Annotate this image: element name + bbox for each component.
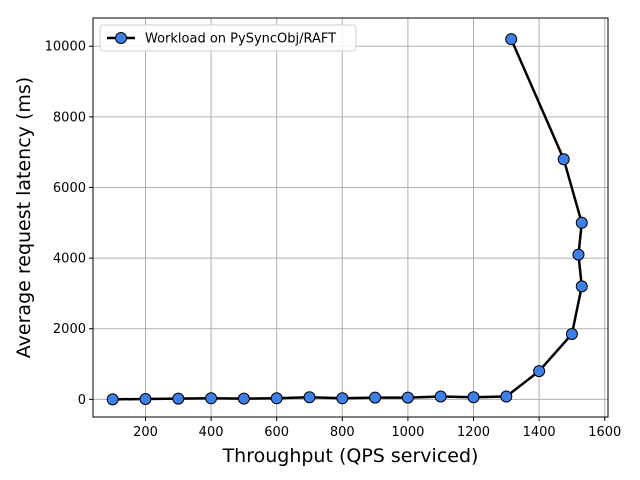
data-point bbox=[139, 392, 152, 405]
y-tick-label: 10000 bbox=[45, 40, 86, 55]
data-point bbox=[303, 391, 316, 404]
x-axis-title: Throughput (QPS serviced) bbox=[222, 445, 479, 467]
x-tick-label: 1000 bbox=[391, 425, 424, 440]
legend-label: Workload on PySyncObj/RAFT bbox=[145, 32, 336, 47]
y-tick-label: 6000 bbox=[53, 181, 86, 196]
x-tick-label: 200 bbox=[133, 425, 158, 440]
y-tick-label: 0 bbox=[78, 393, 86, 408]
data-point bbox=[500, 390, 513, 403]
ticks: 200 400 600 800 1000 1200 1400 1600 0 2000 4000 600… bbox=[45, 40, 622, 440]
plot-background bbox=[93, 18, 608, 417]
data-point bbox=[565, 328, 578, 341]
data-point bbox=[575, 280, 588, 293]
data-point bbox=[106, 393, 119, 406]
x-tick-label: 1600 bbox=[588, 425, 621, 440]
data-point bbox=[237, 392, 250, 405]
data-point bbox=[336, 392, 349, 405]
x-tick-label: 600 bbox=[264, 425, 289, 440]
data-point bbox=[557, 153, 570, 166]
y-axis-title: Average request latency (ms) bbox=[13, 77, 35, 358]
x-tick-label: 400 bbox=[199, 425, 224, 440]
legend-marker bbox=[115, 32, 127, 44]
series-layer bbox=[106, 33, 588, 406]
data-point bbox=[575, 216, 588, 229]
data-point bbox=[205, 392, 218, 405]
data-point bbox=[401, 391, 414, 404]
y-tick-label: 8000 bbox=[53, 110, 86, 125]
y-tick-label: 4000 bbox=[53, 252, 86, 267]
legend: Workload on PySyncObj/RAFT bbox=[99, 24, 357, 52]
x-tick-label: 800 bbox=[330, 425, 355, 440]
legend-box bbox=[99, 24, 357, 52]
x-tick-label: 1400 bbox=[523, 425, 556, 440]
data-point bbox=[533, 365, 546, 378]
data-point bbox=[505, 33, 518, 46]
data-point bbox=[467, 391, 480, 404]
x-tick-label: 1200 bbox=[457, 425, 490, 440]
data-point bbox=[270, 392, 283, 405]
data-point bbox=[172, 392, 185, 405]
plot-frame bbox=[92, 17, 609, 418]
data-point bbox=[434, 390, 447, 403]
y-tick-label: 2000 bbox=[53, 322, 86, 337]
data-point bbox=[572, 248, 585, 261]
data-point bbox=[369, 391, 382, 404]
